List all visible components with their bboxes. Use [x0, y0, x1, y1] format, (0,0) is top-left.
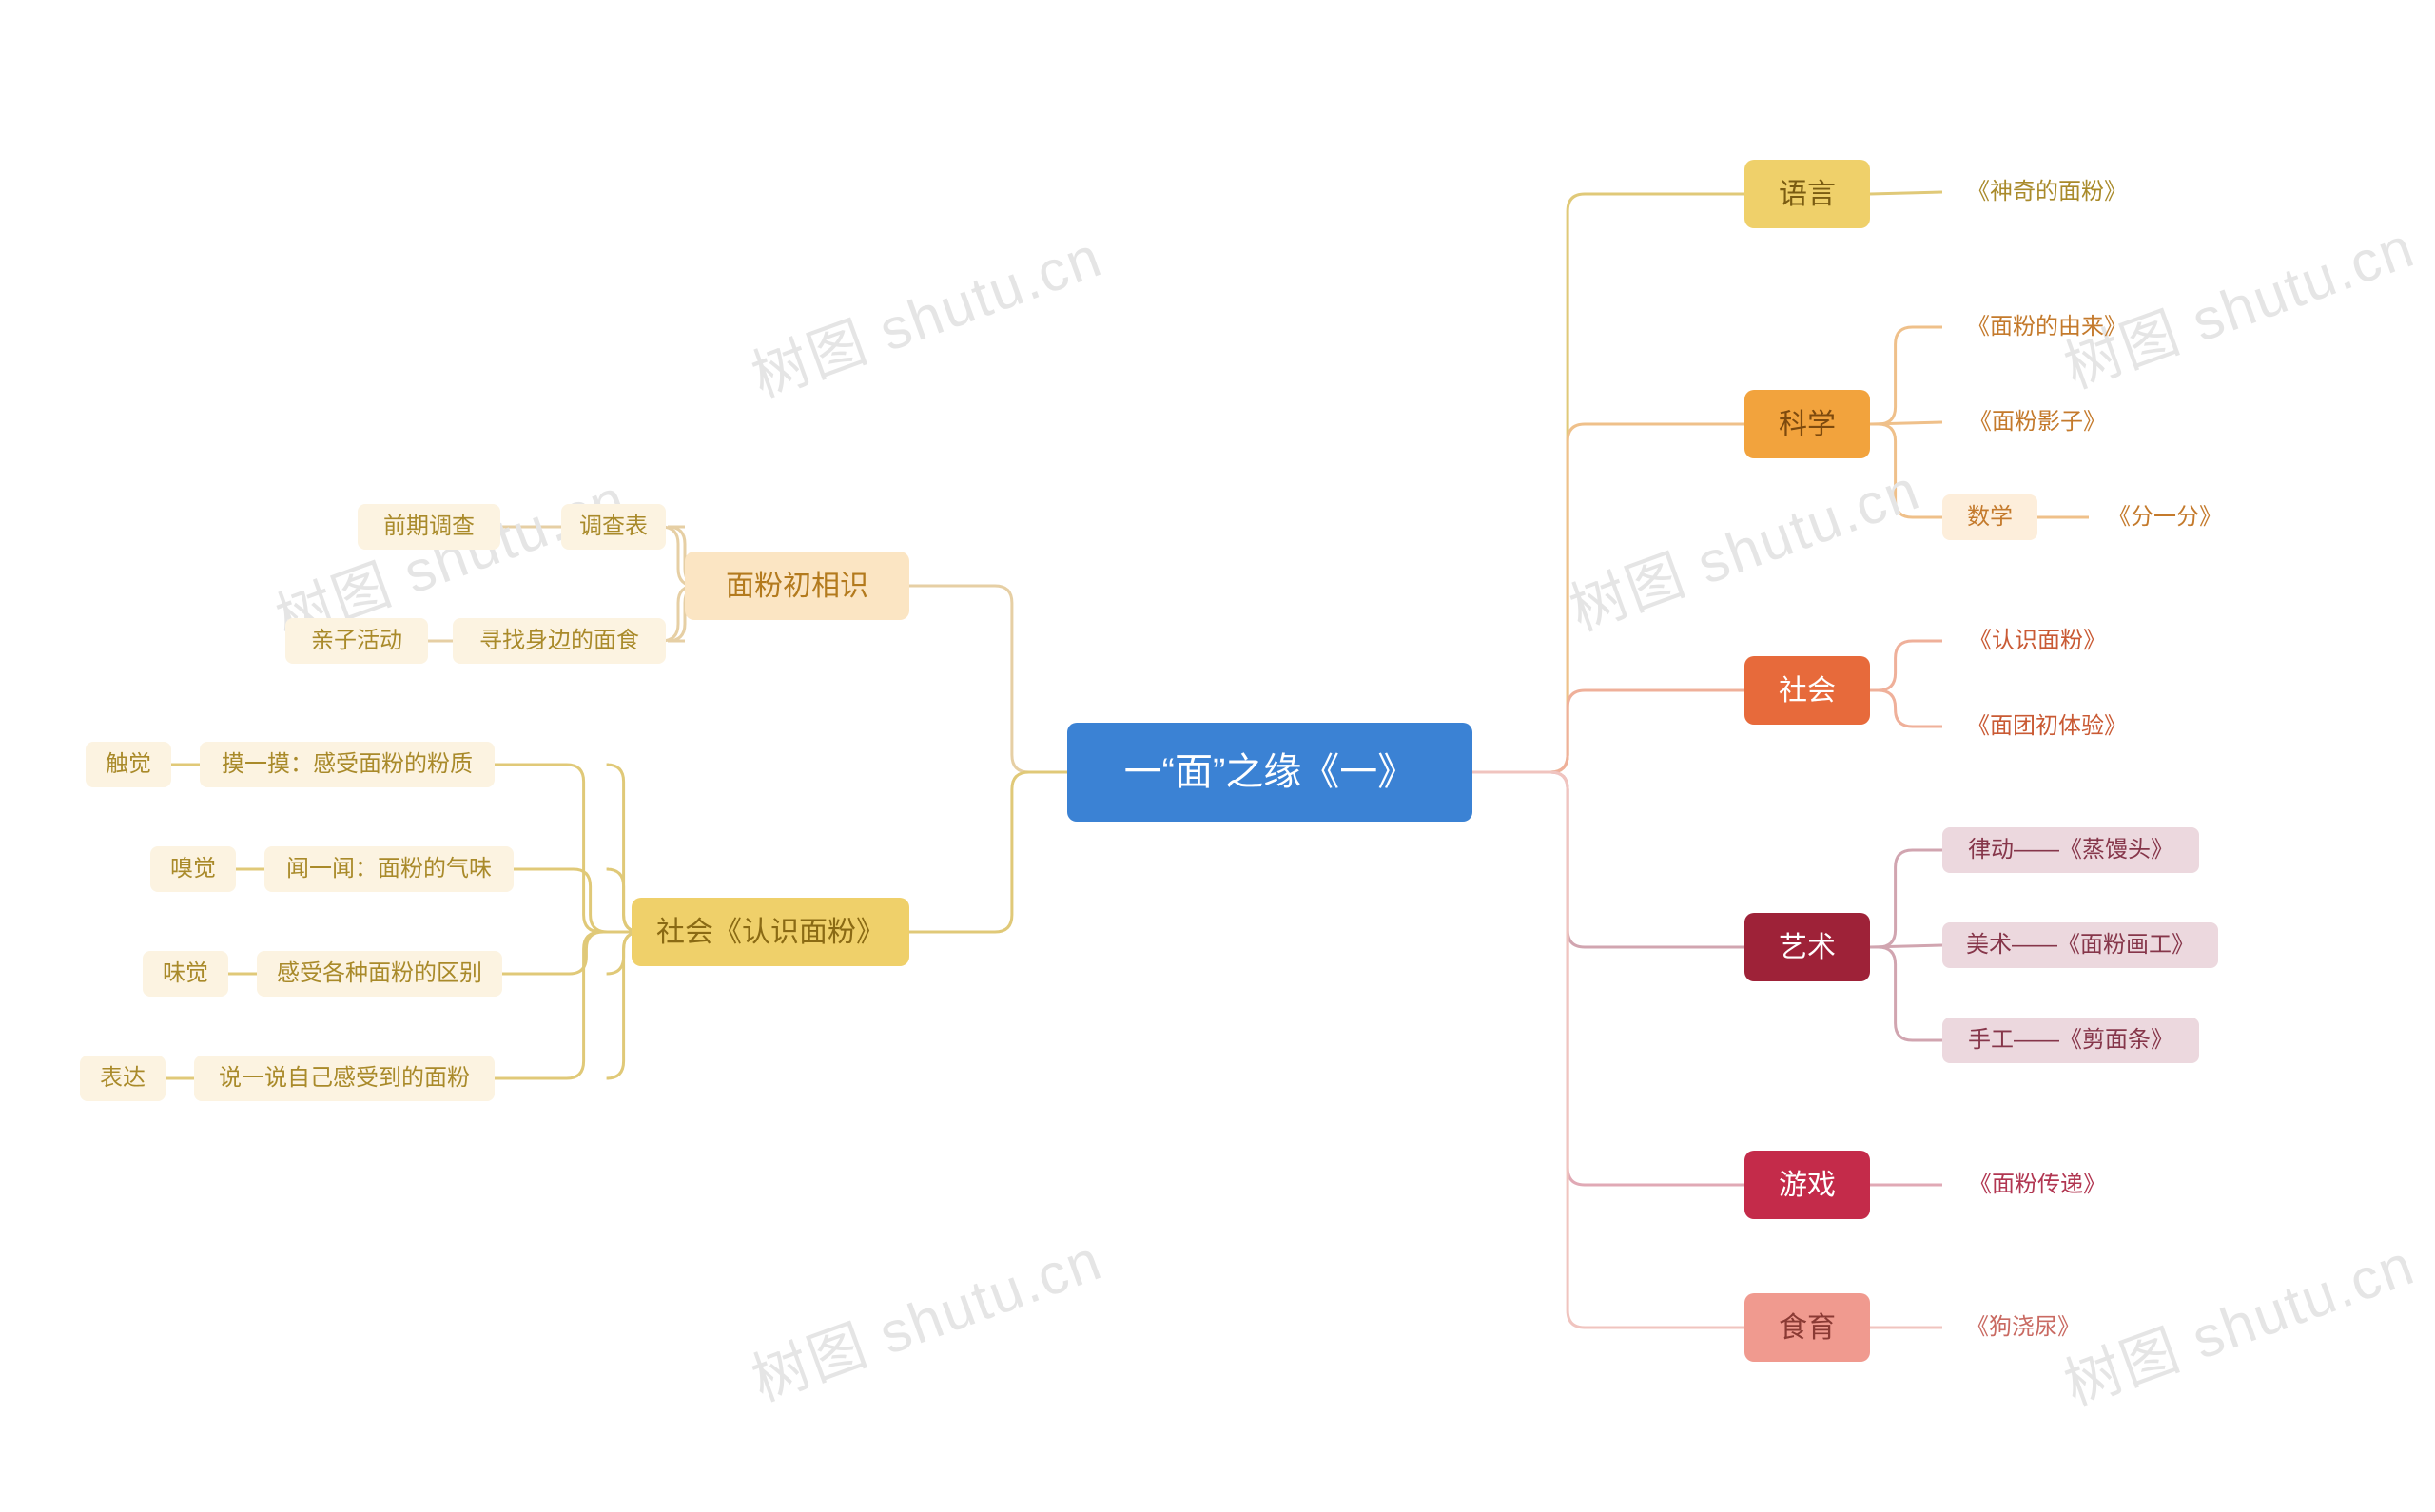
watermark: 树图 shutu.cn — [739, 1214, 1112, 1418]
watermark: 树图 shutu.cn — [2052, 1219, 2425, 1423]
branch-left[interactable]: 社会《认识面粉》 — [632, 898, 909, 966]
leaf-right[interactable]: 《面粉影子》 — [1942, 399, 2133, 445]
leaf-right[interactable]: 手工——《剪面条》 — [1942, 1018, 2199, 1063]
watermark: 树图 shutu.cn — [739, 211, 1112, 415]
leaf-right[interactable]: 《面粉传递》 — [1942, 1162, 2133, 1208]
branch-right[interactable]: 艺术 — [1744, 913, 1870, 981]
leaf-right[interactable]: 数学 — [1942, 494, 2037, 540]
leaf-right[interactable]: 美术——《面粉画工》 — [1942, 922, 2218, 968]
leaf-right[interactable]: 《认识面粉》 — [1942, 618, 2133, 664]
leaf-left[interactable]: 说一说自己感受到的面粉 — [194, 1056, 495, 1101]
branch-right[interactable]: 游戏 — [1744, 1151, 1870, 1219]
leaf-right[interactable]: 《神奇的面粉》 — [1942, 169, 2152, 215]
leaf-left[interactable]: 嗅觉 — [150, 846, 236, 892]
branch-right[interactable]: 食育 — [1744, 1293, 1870, 1362]
leaf-left[interactable]: 亲子活动 — [285, 618, 428, 664]
leaf-left[interactable]: 闻一闻：面粉的气味 — [264, 846, 514, 892]
leaf-left[interactable]: 寻找身边的面食 — [453, 618, 666, 664]
leaf-left[interactable]: 表达 — [80, 1056, 166, 1101]
leaf-left[interactable]: 触觉 — [86, 742, 171, 787]
branch-left[interactable]: 面粉初相识 — [685, 552, 909, 620]
branch-right[interactable]: 社会 — [1744, 656, 1870, 725]
leaf-left[interactable]: 前期调查 — [358, 504, 500, 550]
watermark: 树图 shutu.cn — [435, 1490, 808, 1512]
branch-right[interactable]: 语言 — [1744, 160, 1870, 228]
leaf-right[interactable]: 《分一分》 — [2089, 494, 2241, 540]
leaf-left[interactable]: 味觉 — [143, 951, 228, 997]
branch-right[interactable]: 科学 — [1744, 390, 1870, 458]
watermark: 树图 shutu.cn — [2052, 202, 2425, 405]
watermark: 树图 shutu.cn — [1557, 444, 1930, 648]
leaf-left[interactable]: 感受各种面粉的区别 — [257, 951, 502, 997]
leaf-right[interactable]: 《狗浇尿》 — [1942, 1305, 2104, 1350]
leaf-right[interactable]: 《面团初体验》 — [1942, 704, 2152, 749]
mindmap-root[interactable]: 一“面”之缘《一》 — [1067, 723, 1472, 822]
leaf-right[interactable]: 《面粉的由来》 — [1942, 304, 2152, 350]
leaf-left[interactable]: 调查表 — [561, 504, 666, 550]
leaf-right[interactable]: 律动——《蒸馒头》 — [1942, 827, 2199, 873]
leaf-left[interactable]: 摸一摸：感受面粉的粉质 — [200, 742, 495, 787]
